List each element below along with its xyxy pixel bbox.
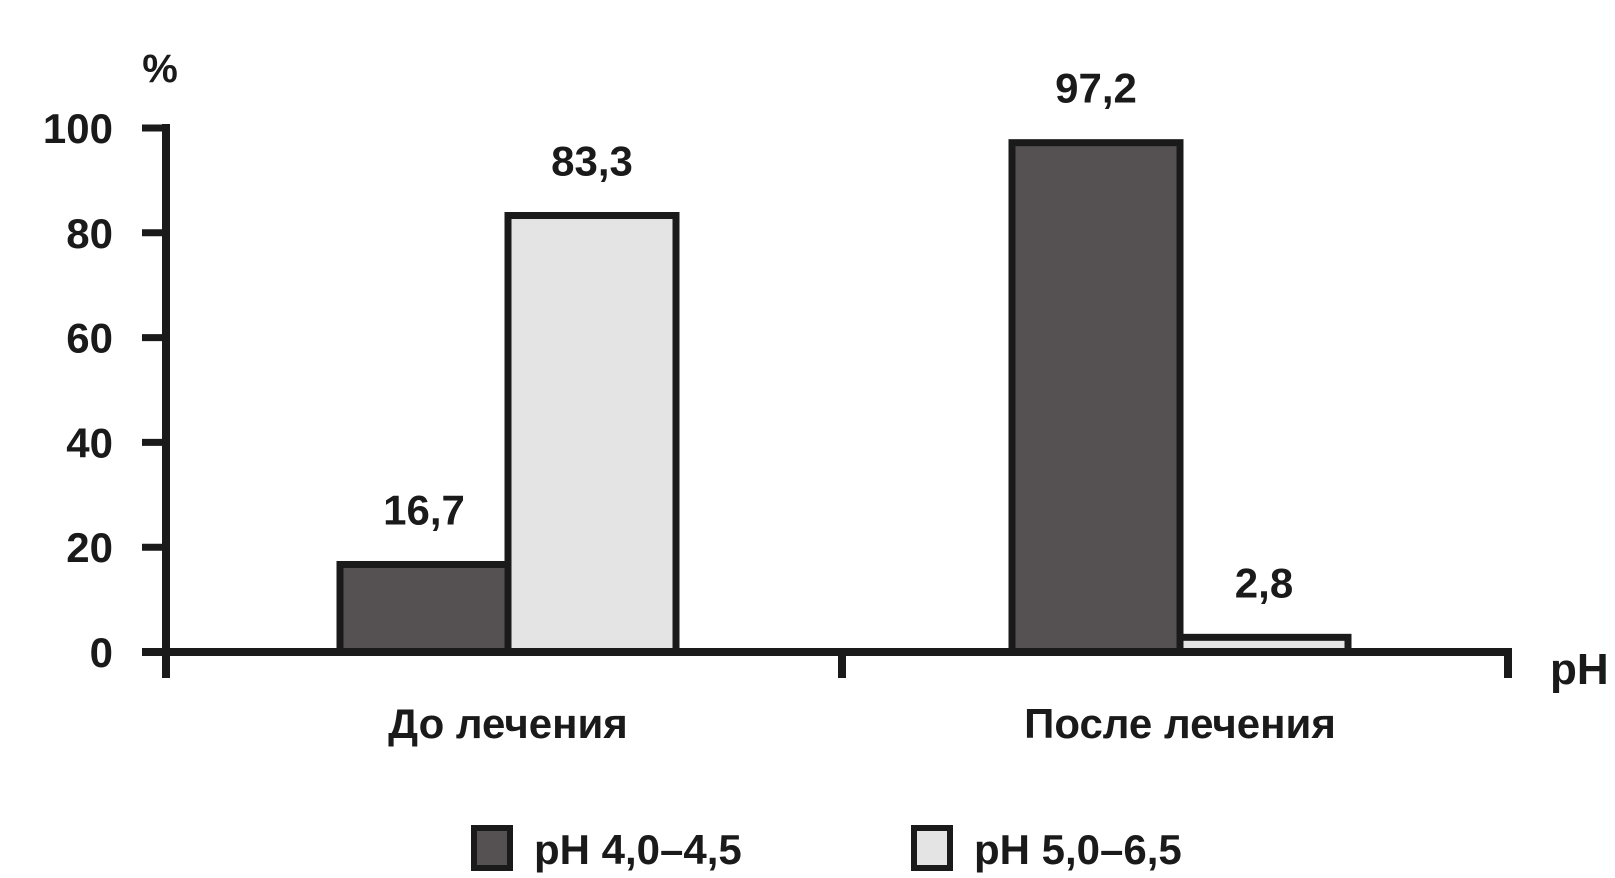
legend-swatch [911, 825, 953, 871]
bars-group: 16,7 83,3 97,2 2,8 [336, 65, 1352, 656]
bar [1008, 139, 1184, 656]
y-tick-label: 80 [66, 210, 113, 257]
y-axis-unit-label: % [142, 47, 178, 91]
legend-swatch [471, 825, 513, 871]
y-tick-label: 100 [43, 105, 113, 152]
y-tick-label: 0 [90, 629, 113, 676]
data-label: 2,8 [1235, 559, 1293, 606]
category-label: До лечения [388, 700, 628, 747]
legend-label: pH 4,0–4,5 [534, 826, 742, 873]
y-tick-label: 20 [66, 524, 113, 571]
legend-label: pH 5,0–6,5 [974, 826, 1182, 873]
axes-group [142, 124, 1512, 678]
y-tick-label: 60 [66, 315, 113, 362]
data-label: 97,2 [1055, 65, 1137, 112]
x-axis-unit-label: pH [1550, 645, 1609, 694]
bar [336, 560, 512, 656]
category-labels: До лечения После лечения [388, 700, 1336, 747]
data-label: 16,7 [383, 486, 465, 533]
legend: pH 4,0–4,5 pH 5,0–6,5 [471, 825, 1182, 873]
bar [504, 212, 680, 656]
y-axis-ticks: 0 20 40 60 80 100 [43, 105, 166, 676]
y-tick-label: 40 [66, 419, 113, 466]
category-label: После лечения [1024, 700, 1336, 747]
data-label: 83,3 [551, 138, 633, 185]
